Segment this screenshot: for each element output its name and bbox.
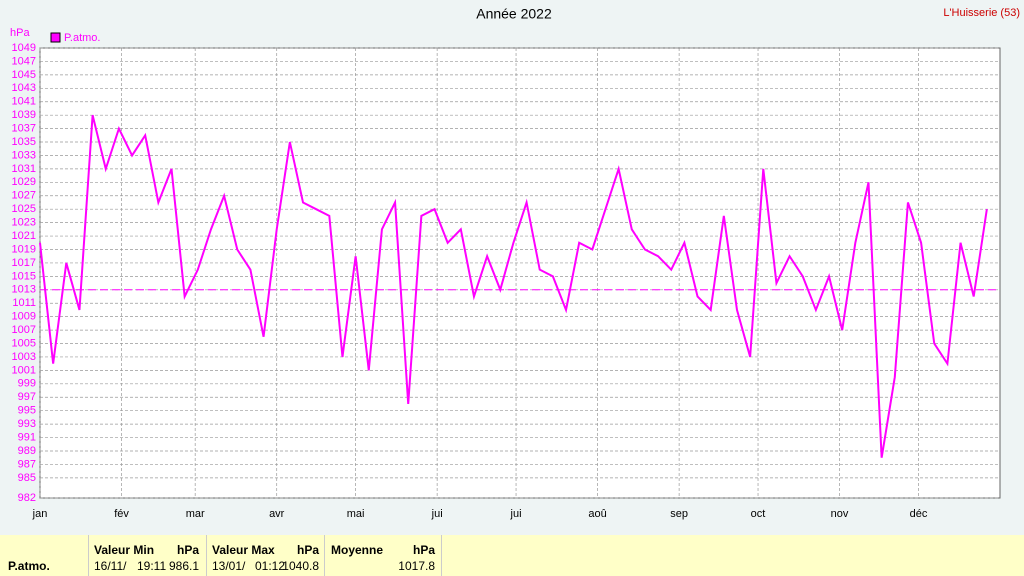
col-time: 01:12 [255,559,286,573]
y-tick-label: 1043 [12,82,36,94]
x-tick-label: mai [347,508,365,520]
y-tick-label: 987 [18,458,36,470]
series-line [39,114,988,458]
legend-swatch [50,32,61,43]
x-tick-label: sep [670,508,688,520]
y-tick-label: 1029 [12,176,36,188]
y-tick-label: 1003 [12,351,36,363]
y-tick-label: 1011 [12,297,36,309]
y-tick-label: 995 [18,405,36,417]
chart: Année 2022 L'Huisserie (53) hPa P.atmo. … [10,6,1020,520]
col-header: Valeur Min [94,543,155,557]
y-tick-label: 1021 [12,230,36,242]
col-value: 986.1 [168,559,199,573]
col-header: Moyenne [331,543,384,557]
y-tick-label: 1005 [12,337,36,349]
y-tick-label: 1027 [12,190,36,202]
series-label: P.atmo. [8,559,50,573]
y-tick-label: 1007 [12,324,36,336]
x-tick-label: fév [114,508,129,520]
y-tick-label: 993 [18,418,36,430]
y-tick-label: 1013 [12,284,36,296]
x-tick-label: avr [269,508,285,520]
col-date: 16/11/ [94,559,127,573]
y-tick-label: 1045 [12,69,36,81]
col-value: 1040.8 [282,559,319,573]
y-tick-label: 1047 [12,55,36,67]
x-tick-label: aoû [588,508,606,520]
y-unit: hPa [10,27,30,39]
y-tick-label: 1033 [12,149,36,161]
y-tick-label: 1031 [12,163,36,175]
y-tick-label: 1035 [12,136,36,148]
y-tick-label: 989 [18,445,36,457]
y-tick-label: 1023 [12,217,36,229]
y-tick-label: 1049 [12,42,36,54]
col-unit: hPa [412,543,435,557]
y-tick-label: 1039 [12,109,36,121]
y-tick-label: 982 [18,492,36,504]
x-tick-label: jui [510,508,522,520]
y-tick-label: 1009 [12,311,36,323]
col-date: 13/01/ [212,559,246,573]
col-unit: hPa [296,543,319,557]
col-time: 19:11 [137,559,167,573]
x-tick-label: mar [186,508,205,520]
y-tick-label: 985 [18,472,36,484]
y-tick-label: 1019 [12,243,36,255]
col-header: Valeur Max [212,543,275,557]
x-tick-label: jui [431,508,443,520]
y-tick-label: 997 [18,391,36,403]
x-tick-label: jan [32,508,48,520]
station: L'Huisserie (53) [943,7,1020,19]
y-tick-label: 991 [18,431,36,443]
x-tick-label: nov [831,508,849,520]
y-tick-label: 1015 [12,270,36,282]
chart-title: Année 2022 [476,6,552,22]
stats-footer: P.atmo. Valeur Min hPa 16/11/ 19:11 986.… [0,535,1024,576]
y-tick-label: 1001 [12,364,36,376]
x-tick-label: oct [751,508,766,520]
y-tick-label: 1025 [12,203,36,215]
plot-area [39,47,1001,499]
legend-label: P.atmo. [64,32,101,44]
x-tick-label: déc [910,508,928,520]
y-tick-label: 999 [18,378,36,390]
col-unit: hPa [176,543,199,557]
y-tick-label: 1017 [12,257,36,269]
col-value: 1017.8 [398,559,435,573]
y-tick-label: 1041 [12,96,36,108]
y-tick-label: 1037 [12,123,36,135]
